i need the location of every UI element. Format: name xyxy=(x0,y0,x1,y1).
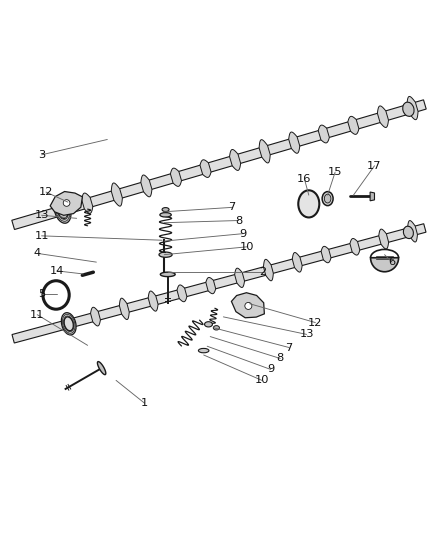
Polygon shape xyxy=(321,246,331,263)
Ellipse shape xyxy=(160,213,171,217)
Polygon shape xyxy=(12,224,426,343)
Polygon shape xyxy=(97,361,106,375)
Ellipse shape xyxy=(64,317,73,330)
Ellipse shape xyxy=(162,207,169,212)
Text: 13: 13 xyxy=(34,210,49,220)
Polygon shape xyxy=(91,307,100,326)
Polygon shape xyxy=(378,106,389,127)
Polygon shape xyxy=(348,116,359,134)
Ellipse shape xyxy=(213,326,219,330)
Text: 6: 6 xyxy=(389,257,396,267)
Polygon shape xyxy=(120,298,129,319)
Text: 12: 12 xyxy=(308,318,322,328)
Text: 13: 13 xyxy=(299,329,314,340)
Ellipse shape xyxy=(322,191,333,206)
Text: 3: 3 xyxy=(38,150,45,160)
Polygon shape xyxy=(231,293,265,318)
Polygon shape xyxy=(408,221,417,242)
Polygon shape xyxy=(50,191,82,215)
Ellipse shape xyxy=(403,102,414,116)
Text: 14: 14 xyxy=(50,266,64,276)
Text: 5: 5 xyxy=(38,289,45,298)
Polygon shape xyxy=(318,125,329,143)
Polygon shape xyxy=(111,183,122,206)
Polygon shape xyxy=(12,100,426,230)
Text: 8: 8 xyxy=(235,215,242,225)
Polygon shape xyxy=(148,291,158,311)
Text: 10: 10 xyxy=(254,375,269,385)
Polygon shape xyxy=(379,229,389,249)
Text: 1: 1 xyxy=(141,398,148,408)
Text: 4: 4 xyxy=(34,248,41,259)
Polygon shape xyxy=(170,168,181,187)
Polygon shape xyxy=(160,272,175,277)
Text: 7: 7 xyxy=(286,343,293,352)
Text: 10: 10 xyxy=(240,242,255,252)
Ellipse shape xyxy=(63,200,70,206)
Ellipse shape xyxy=(57,203,68,219)
Polygon shape xyxy=(177,285,187,302)
Polygon shape xyxy=(292,253,302,272)
Polygon shape xyxy=(259,140,270,163)
Polygon shape xyxy=(200,160,211,177)
Text: 16: 16 xyxy=(297,174,311,184)
Text: 8: 8 xyxy=(277,353,284,364)
Polygon shape xyxy=(264,260,273,281)
Ellipse shape xyxy=(205,322,212,327)
Ellipse shape xyxy=(324,194,331,203)
Polygon shape xyxy=(235,268,244,287)
Text: 15: 15 xyxy=(328,167,343,177)
Text: 11: 11 xyxy=(30,310,45,320)
Text: 12: 12 xyxy=(39,187,53,197)
Polygon shape xyxy=(230,149,240,171)
Polygon shape xyxy=(141,175,152,197)
Ellipse shape xyxy=(403,226,413,239)
Polygon shape xyxy=(370,192,374,201)
Ellipse shape xyxy=(298,190,319,217)
Ellipse shape xyxy=(61,313,76,335)
Wedge shape xyxy=(371,258,399,272)
Ellipse shape xyxy=(54,198,71,223)
Polygon shape xyxy=(350,238,360,255)
Text: 11: 11 xyxy=(34,231,49,241)
Polygon shape xyxy=(289,132,300,154)
Polygon shape xyxy=(206,278,215,294)
Text: 17: 17 xyxy=(367,161,382,171)
Polygon shape xyxy=(82,193,93,213)
Text: 9: 9 xyxy=(267,365,274,374)
Text: 2: 2 xyxy=(259,266,266,277)
Polygon shape xyxy=(407,96,418,120)
Ellipse shape xyxy=(245,302,252,310)
Ellipse shape xyxy=(159,252,172,257)
Text: 7: 7 xyxy=(229,203,236,212)
Text: 9: 9 xyxy=(240,229,247,239)
Ellipse shape xyxy=(198,349,209,353)
